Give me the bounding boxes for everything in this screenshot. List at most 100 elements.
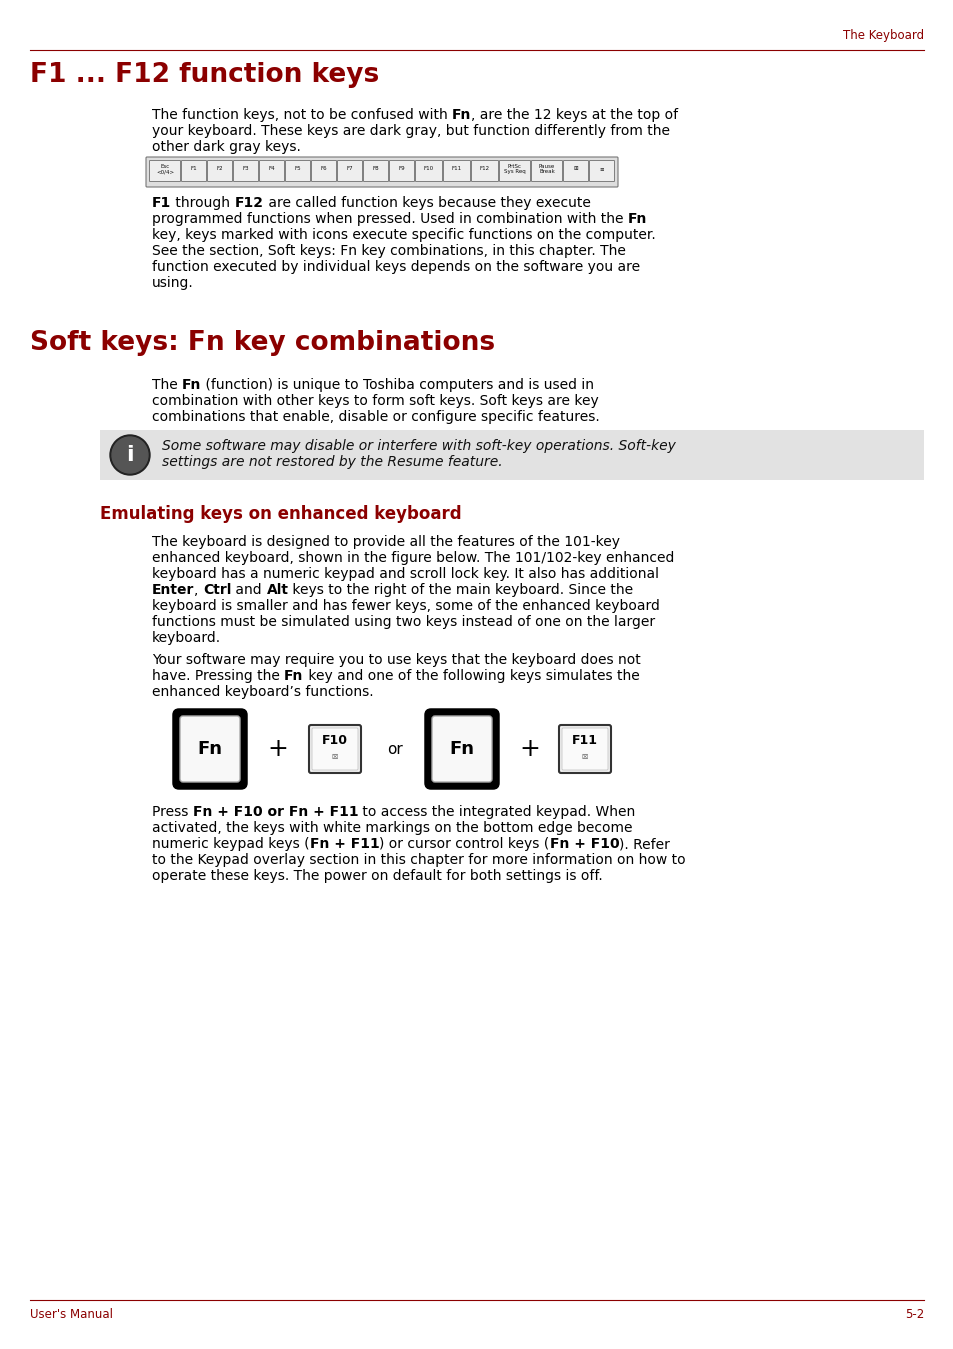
Text: The function keys, not to be confused with: The function keys, not to be confused wi… (152, 108, 452, 121)
Text: F1: F1 (152, 196, 172, 210)
Text: +: + (519, 737, 539, 761)
Text: Pause
Break: Pause Break (538, 163, 555, 174)
Text: F12: F12 (234, 196, 263, 210)
FancyBboxPatch shape (563, 161, 588, 182)
FancyBboxPatch shape (471, 161, 498, 182)
Text: F12: F12 (479, 166, 490, 171)
Text: have. Pressing the: have. Pressing the (152, 669, 284, 683)
Text: Some software may disable or interfere with soft-key operations. Soft-key: Some software may disable or interfere w… (162, 438, 675, 453)
Text: F5: F5 (294, 166, 301, 171)
Text: F2: F2 (216, 166, 223, 171)
Text: Emulating keys on enhanced keyboard: Emulating keys on enhanced keyboard (100, 505, 461, 523)
Text: Your software may require you to use keys that the keyboard does not: Your software may require you to use key… (152, 653, 640, 666)
Circle shape (110, 434, 150, 475)
Text: settings are not restored by the Resume feature.: settings are not restored by the Resume … (162, 455, 502, 469)
Text: Soft keys: Fn key combinations: Soft keys: Fn key combinations (30, 331, 495, 356)
Text: programmed functions when pressed. Used in combination with the: programmed functions when pressed. Used … (152, 212, 627, 227)
Text: F11: F11 (572, 734, 598, 747)
Text: Ctrl: Ctrl (203, 583, 232, 598)
FancyBboxPatch shape (443, 161, 470, 182)
Text: Fn + F11: Fn + F11 (310, 836, 379, 851)
Text: F1: F1 (191, 166, 197, 171)
Text: Fn: Fn (197, 741, 222, 758)
FancyBboxPatch shape (499, 161, 530, 182)
Text: i: i (126, 445, 133, 465)
FancyBboxPatch shape (363, 161, 388, 182)
FancyBboxPatch shape (312, 161, 336, 182)
Text: to the Keypad overlay section in this chapter for more information on how to: to the Keypad overlay section in this ch… (152, 853, 685, 867)
FancyBboxPatch shape (416, 161, 442, 182)
Text: See the section, Soft keys: Fn key combinations, in this chapter. The: See the section, Soft keys: Fn key combi… (152, 244, 625, 258)
Text: The: The (152, 378, 182, 393)
FancyBboxPatch shape (173, 710, 246, 788)
Text: Fn: Fn (284, 669, 303, 683)
Text: Fn: Fn (449, 741, 474, 758)
Text: Fn: Fn (182, 378, 201, 393)
Text: ,: , (194, 583, 203, 598)
Text: other dark gray keys.: other dark gray keys. (152, 140, 300, 154)
FancyBboxPatch shape (337, 161, 362, 182)
Text: Fn: Fn (452, 108, 471, 121)
Text: key, keys marked with icons execute specific functions on the computer.: key, keys marked with icons execute spec… (152, 228, 655, 241)
Text: The Keyboard: The Keyboard (842, 28, 923, 42)
Text: to access the integrated keypad. When: to access the integrated keypad. When (358, 805, 635, 819)
Text: (function) is unique to Toshiba computers and is used in: (function) is unique to Toshiba computer… (201, 378, 594, 393)
Circle shape (112, 437, 148, 473)
Text: F10: F10 (322, 734, 348, 747)
Text: Alt: Alt (266, 583, 288, 598)
Text: activated, the keys with white markings on the bottom edge become: activated, the keys with white markings … (152, 822, 632, 835)
Text: keys to the right of the main keyboard. Since the: keys to the right of the main keyboard. … (288, 583, 633, 598)
FancyBboxPatch shape (180, 716, 240, 782)
Text: F11: F11 (452, 166, 461, 171)
Text: +: + (267, 737, 288, 761)
Text: ⊞: ⊞ (573, 166, 578, 171)
Text: key and one of the following keys simulates the: key and one of the following keys simula… (303, 669, 639, 683)
Text: keyboard is smaller and has fewer keys, some of the enhanced keyboard: keyboard is smaller and has fewer keys, … (152, 599, 659, 612)
Text: Fn: Fn (627, 212, 646, 227)
FancyBboxPatch shape (389, 161, 414, 182)
FancyBboxPatch shape (531, 161, 562, 182)
Text: ). Refer: ). Refer (618, 836, 669, 851)
Text: combinations that enable, disable or configure specific features.: combinations that enable, disable or con… (152, 410, 599, 424)
FancyBboxPatch shape (312, 728, 357, 770)
Text: combination with other keys to form soft keys. Soft keys are key: combination with other keys to form soft… (152, 394, 598, 407)
Text: through: through (172, 196, 234, 210)
Text: keyboard has a numeric keypad and scroll lock key. It also has additional: keyboard has a numeric keypad and scroll… (152, 567, 659, 581)
Text: PrtSc
Sys Req: PrtSc Sys Req (503, 163, 525, 174)
Text: operate these keys. The power on default for both settings is off.: operate these keys. The power on default… (152, 869, 602, 884)
Text: F9: F9 (398, 166, 405, 171)
FancyBboxPatch shape (589, 161, 614, 182)
Text: enhanced keyboard, shown in the figure below. The 101/102-key enhanced: enhanced keyboard, shown in the figure b… (152, 550, 674, 565)
FancyBboxPatch shape (233, 161, 258, 182)
Text: F7: F7 (346, 166, 353, 171)
FancyBboxPatch shape (208, 161, 233, 182)
Text: Fn + F10 or Fn + F11: Fn + F10 or Fn + F11 (193, 805, 358, 819)
Text: using.: using. (152, 277, 193, 290)
Text: or: or (387, 742, 402, 757)
FancyBboxPatch shape (146, 156, 618, 188)
FancyBboxPatch shape (100, 430, 923, 480)
Text: F10: F10 (423, 166, 434, 171)
Text: F6: F6 (320, 166, 327, 171)
Text: functions must be simulated using two keys instead of one on the larger: functions must be simulated using two ke… (152, 615, 655, 629)
Text: F1 ... F12 function keys: F1 ... F12 function keys (30, 62, 379, 88)
Text: ≡: ≡ (599, 166, 603, 171)
FancyBboxPatch shape (558, 724, 610, 773)
Text: F4: F4 (269, 166, 275, 171)
Text: numeric keypad keys (: numeric keypad keys ( (152, 836, 310, 851)
Text: ☒: ☒ (332, 754, 337, 759)
FancyBboxPatch shape (285, 161, 310, 182)
Text: and: and (232, 583, 266, 598)
Text: , are the 12 keys at the top of: , are the 12 keys at the top of (471, 108, 678, 121)
FancyBboxPatch shape (561, 728, 607, 770)
Text: F8: F8 (373, 166, 379, 171)
Text: function executed by individual keys depends on the software you are: function executed by individual keys dep… (152, 260, 639, 274)
Text: User's Manual: User's Manual (30, 1309, 112, 1322)
FancyBboxPatch shape (181, 161, 206, 182)
Text: enhanced keyboard’s functions.: enhanced keyboard’s functions. (152, 685, 374, 699)
Text: ) or cursor control keys (: ) or cursor control keys ( (379, 836, 549, 851)
Text: Esc
<0/4>: Esc <0/4> (155, 163, 173, 174)
Text: The keyboard is designed to provide all the features of the 101-key: The keyboard is designed to provide all … (152, 536, 619, 549)
FancyBboxPatch shape (259, 161, 284, 182)
Text: F3: F3 (242, 166, 249, 171)
